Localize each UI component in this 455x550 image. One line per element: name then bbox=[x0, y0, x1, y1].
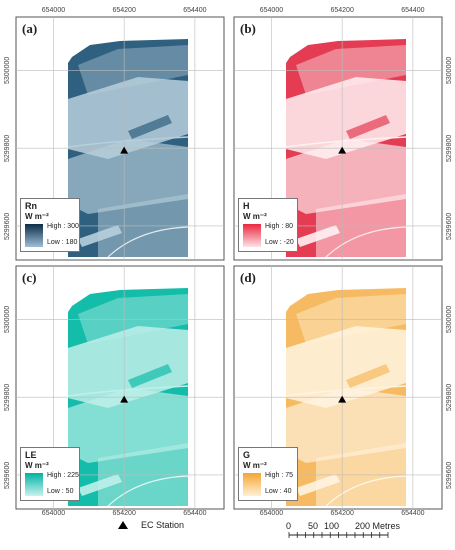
scale-bar-label: 100 bbox=[324, 521, 340, 531]
legend-variable-b: H bbox=[243, 201, 250, 211]
legend-a: Rn W m⁻² High : 300 Low : 180 bbox=[20, 198, 80, 252]
map-raster-d bbox=[286, 288, 406, 506]
ec-station-marker-a bbox=[120, 146, 129, 154]
x-tick-label: 654000 bbox=[259, 7, 284, 14]
y-tick-label: 5299800 bbox=[4, 134, 11, 163]
legend-low-c: Low : 50 bbox=[47, 488, 74, 495]
legend-high-c: High : 225 bbox=[47, 472, 79, 479]
ec-station-marker-d bbox=[338, 395, 347, 403]
panel-label-c: (c) bbox=[22, 270, 37, 285]
y-tick-label: 5300000 bbox=[446, 306, 453, 334]
x-tick-label: 654000 bbox=[259, 510, 284, 517]
legend-high-d: High : 75 bbox=[265, 472, 294, 479]
legend-c: LE W m⁻² High : 225 Low : 50 bbox=[20, 447, 80, 501]
legend-variable-d: G bbox=[243, 450, 251, 460]
map-raster-a bbox=[68, 39, 188, 257]
legend-colour-ramp-a bbox=[25, 224, 43, 247]
y-tick-label: 5299600 bbox=[446, 212, 453, 240]
legend-colour-ramp-b bbox=[243, 224, 261, 247]
legend-colour-ramp-d bbox=[243, 473, 261, 496]
legend-colour-ramp-c bbox=[25, 473, 43, 496]
x-tick-label: 654200 bbox=[112, 510, 136, 517]
legend-unit-b: W m⁻² bbox=[243, 212, 267, 221]
x-tick-label: 654400 bbox=[401, 510, 425, 517]
y-tick-label: 5300000 bbox=[4, 57, 11, 85]
scale-bar bbox=[288, 532, 389, 538]
legend-high-a: High : 300 bbox=[47, 223, 79, 230]
y-tick-label: 5299600 bbox=[446, 461, 453, 489]
y-tick-label: 5299600 bbox=[4, 212, 11, 240]
graticule-d bbox=[234, 266, 442, 509]
legend-variable-a: Rn bbox=[25, 201, 37, 211]
y-tick-label: 5300000 bbox=[4, 306, 11, 334]
scale-bar-label: 50 bbox=[308, 521, 319, 531]
x-tick-label: 654400 bbox=[183, 7, 207, 14]
legend-unit-c: W m⁻² bbox=[25, 461, 49, 470]
panel-label-d: (d) bbox=[240, 270, 256, 285]
x-tick-label: 654200 bbox=[330, 510, 354, 517]
legend-low-d: Low : 40 bbox=[265, 488, 292, 495]
ec-station-legend-icon bbox=[118, 521, 128, 529]
x-tick-label: 654200 bbox=[112, 7, 136, 14]
y-tick-label: 5299600 bbox=[4, 461, 11, 489]
y-tick-label: 5299800 bbox=[446, 383, 453, 412]
legend-low-b: Low : -20 bbox=[265, 239, 294, 246]
scale-bar-label: 200 Metres bbox=[355, 521, 401, 531]
panel-label-b: (b) bbox=[240, 21, 256, 36]
x-tick-label: 654000 bbox=[41, 510, 66, 517]
legend-unit-a: W m⁻² bbox=[25, 212, 49, 221]
legend-unit-d: W m⁻² bbox=[243, 461, 267, 470]
panel-label-a: (a) bbox=[22, 21, 38, 36]
scale-bar-label: 0 bbox=[286, 521, 292, 531]
x-tick-label: 654000 bbox=[41, 7, 66, 14]
y-tick-label: 5299800 bbox=[446, 134, 453, 163]
legend-high-b: High : 80 bbox=[265, 223, 294, 230]
ec-station-marker-b bbox=[338, 146, 347, 154]
legend-low-a: Low : 180 bbox=[47, 239, 78, 246]
ec-station-marker-c bbox=[120, 395, 129, 403]
ec-station-legend-label: EC Station bbox=[141, 520, 185, 530]
x-tick-label: 654400 bbox=[183, 510, 207, 517]
y-tick-label: 5300000 bbox=[446, 57, 453, 85]
legend-variable-c: LE bbox=[25, 450, 37, 460]
y-tick-label: 5299800 bbox=[4, 383, 11, 412]
x-tick-label: 654200 bbox=[330, 7, 354, 14]
x-tick-label: 654400 bbox=[401, 7, 425, 14]
